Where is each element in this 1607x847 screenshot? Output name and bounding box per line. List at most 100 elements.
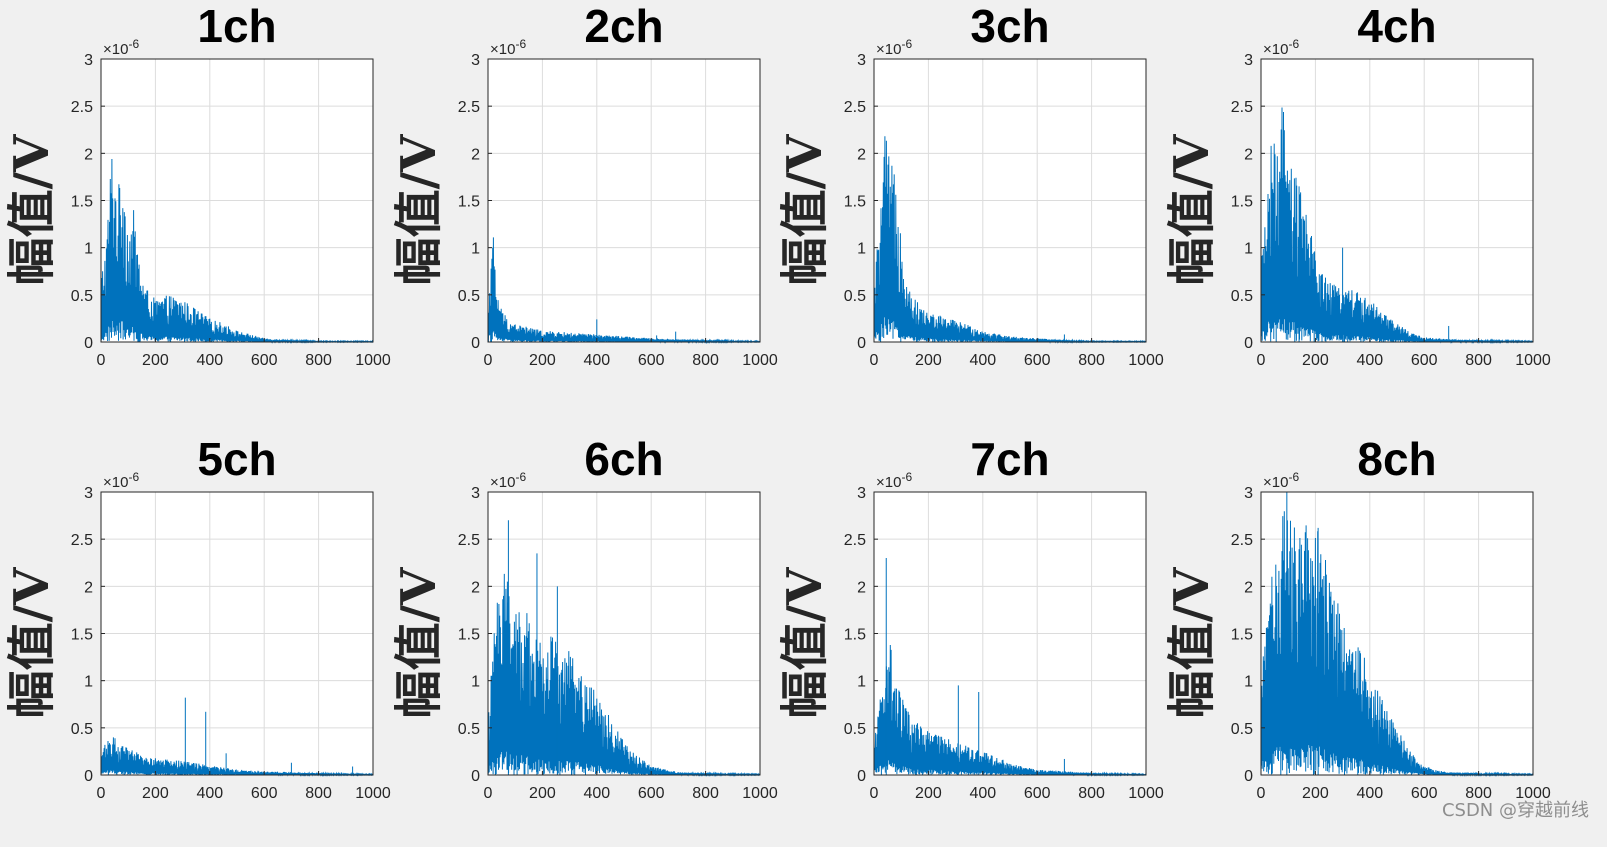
signal-trace [873, 644, 1147, 777]
y-tick-label: 0 [1244, 335, 1253, 352]
y-tick-label: 0 [84, 335, 93, 352]
y-tick-label: 3 [857, 52, 866, 69]
signal-trace [487, 573, 761, 777]
y-tick-label: 0 [471, 768, 480, 785]
x-tick-label: 0 [870, 352, 879, 369]
y-tick-label: 2.5 [458, 532, 480, 549]
y-tick-label: 0.5 [71, 721, 93, 738]
chart-title: 5ch [197, 433, 277, 485]
chart-panel-4ch: 0 200 400 600 800 1000 0 0.5 1 1.5 2 2.5 3 ×10-6 4ch 幅值… [1160, 0, 1556, 414]
y-tick-label: 1.5 [71, 627, 93, 644]
y-tick-label: 0.5 [71, 288, 93, 305]
y-exponent-power: -6 [128, 37, 139, 51]
y-axis-label: 幅值/V [391, 567, 447, 719]
y-tick-label: 1.5 [1231, 627, 1253, 644]
x-tick-label: 800 [1078, 352, 1105, 369]
y-tick-label: 2.5 [71, 532, 93, 549]
x-tick-label: 1000 [1515, 785, 1551, 802]
x-tick-label: 400 [969, 352, 996, 369]
x-tick-label: 600 [1411, 352, 1438, 369]
watermark: CSDN @穿越前线 [1441, 800, 1589, 821]
x-tick-label: 600 [638, 785, 665, 802]
y-tick-label: 0 [84, 768, 93, 785]
signal-trace [1260, 107, 1534, 344]
chart-title: 8ch [1357, 433, 1437, 485]
x-tick-label: 600 [1411, 785, 1438, 802]
figure: 0 200 400 600 800 1000 0 0.5 1 1.5 2 2.5 3 ×10-6 1ch 幅值… [4, 0, 1556, 802]
y-tick-label: 2.5 [844, 532, 866, 549]
y-tick-label: 1.5 [458, 627, 480, 644]
x-tick-label: 1000 [1128, 352, 1164, 369]
y-tick-label: 2.5 [1231, 532, 1253, 549]
x-tick-label: 600 [638, 352, 665, 369]
x-tick-label: 600 [1024, 785, 1051, 802]
y-tick-label: 3 [1244, 485, 1253, 502]
y-tick-label: 2 [84, 146, 93, 163]
chart-title: 6ch [584, 433, 664, 485]
x-tick-label: 400 [196, 785, 223, 802]
x-tick-label: 0 [1257, 352, 1266, 369]
y-tick-label: 1 [471, 241, 480, 258]
y-tick-label: 1.5 [458, 194, 480, 211]
y-tick-label: 3 [471, 52, 480, 69]
x-tick-label: 0 [97, 352, 106, 369]
y-tick-label: 2 [84, 579, 93, 596]
chart-panel-2ch: 0 200 400 600 800 1000 0 0.5 1 1.5 2 2.5 3 ×10-6 2ch 幅值… [387, 0, 783, 414]
y-tick-label: 1 [1244, 241, 1253, 258]
signal-trace [100, 737, 374, 777]
y-tick-label: 2.5 [71, 99, 93, 116]
y-tick-label: 1.5 [844, 194, 866, 211]
x-tick-label: 800 [305, 352, 332, 369]
x-tick-label: 200 [142, 352, 169, 369]
y-axis-label: 幅值/V [777, 567, 833, 719]
y-tick-label: 2 [857, 146, 866, 163]
chart-title: 1ch [197, 0, 277, 52]
y-exponent-power: -6 [128, 470, 139, 484]
y-tick-label: 2 [471, 146, 480, 163]
y-tick-label: 0.5 [458, 721, 480, 738]
x-tick-label: 1000 [742, 352, 778, 369]
chart-panel-6ch: 0 200 400 600 800 1000 0 0.5 1 1.5 2 2.5 3 ×10-6 6ch 幅值… [387, 433, 783, 847]
x-tick-label: 800 [1465, 785, 1492, 802]
x-tick-label: 0 [97, 785, 106, 802]
x-tick-label: 200 [142, 785, 169, 802]
x-tick-label: 800 [1078, 785, 1105, 802]
y-tick-label: 3 [857, 485, 866, 502]
y-tick-label: 1 [84, 674, 93, 691]
x-tick-label: 400 [196, 352, 223, 369]
x-tick-label: 200 [529, 785, 556, 802]
x-tick-label: 0 [1257, 785, 1266, 802]
x-tick-label: 1000 [1515, 352, 1551, 369]
y-axis-label: 幅值/V [391, 134, 447, 286]
x-tick-label: 800 [1465, 352, 1492, 369]
y-tick-label: 0.5 [844, 721, 866, 738]
y-tick-label: 3 [84, 485, 93, 502]
y-tick-label: 0 [471, 335, 480, 352]
y-tick-label: 0.5 [458, 288, 480, 305]
chart-panel-3ch: 0 200 400 600 800 1000 0 0.5 1 1.5 2 2.5 3 ×10-6 3ch 幅值… [773, 0, 1169, 414]
x-tick-label: 200 [915, 352, 942, 369]
x-tick-label: 600 [251, 352, 278, 369]
y-tick-label: 1 [857, 674, 866, 691]
chart-title: 4ch [1357, 0, 1437, 52]
y-tick-label: 1 [471, 674, 480, 691]
x-tick-label: 0 [870, 785, 879, 802]
y-exponent-power: -6 [1288, 470, 1299, 484]
y-tick-label: 0.5 [1231, 721, 1253, 738]
x-tick-label: 600 [1024, 352, 1051, 369]
y-tick-label: 2 [1244, 579, 1253, 596]
y-tick-label: 1.5 [844, 627, 866, 644]
y-tick-label: 2.5 [844, 99, 866, 116]
y-tick-label: 3 [471, 485, 480, 502]
chart-title: 3ch [970, 0, 1050, 52]
y-axis-label: 幅值/V [1164, 567, 1220, 719]
x-tick-label: 0 [484, 785, 493, 802]
y-axis-label: 幅值/V [4, 567, 60, 719]
x-tick-label: 400 [583, 352, 610, 369]
y-tick-label: 3 [84, 52, 93, 69]
y-exponent-power: -6 [515, 470, 526, 484]
